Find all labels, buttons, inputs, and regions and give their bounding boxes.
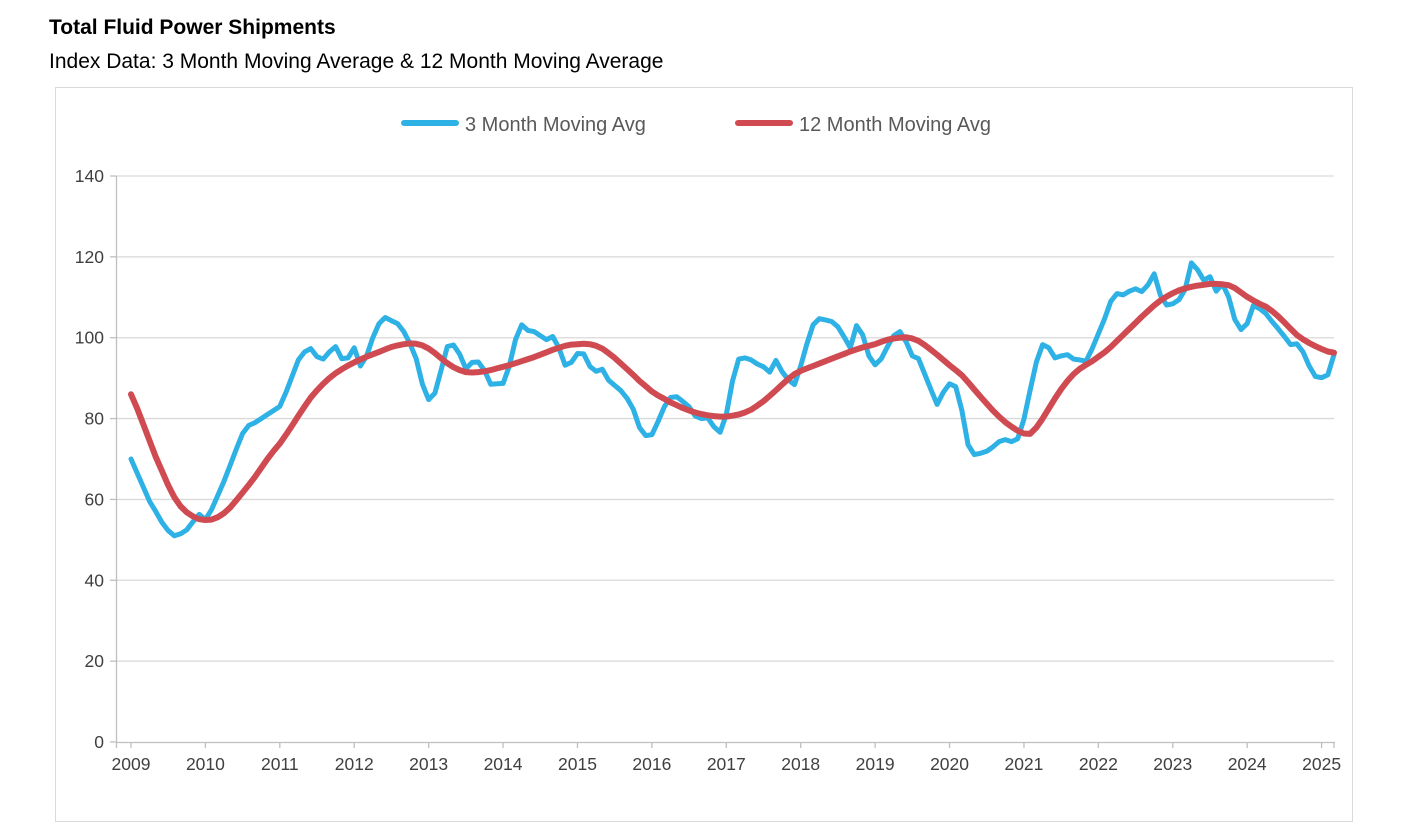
x-axis-label: 2014 <box>484 754 523 774</box>
page-title: Total Fluid Power Shipments <box>49 16 336 39</box>
x-axis-label: 2024 <box>1228 754 1267 774</box>
x-axis-label: 2012 <box>335 754 374 774</box>
y-axis-label: 40 <box>85 570 105 590</box>
x-axis-label: 2020 <box>930 754 969 774</box>
page-subtitle: Index Data: 3 Month Moving Average & 12 … <box>49 50 664 73</box>
x-axis-label: 2018 <box>781 754 820 774</box>
x-axis-label: 2019 <box>856 754 895 774</box>
x-axis-label: 2023 <box>1153 754 1192 774</box>
y-axis-label: 80 <box>85 409 105 429</box>
legend-swatch-12mma <box>735 120 793 126</box>
legend-swatch-3mma <box>401 120 459 126</box>
y-axis-label: 60 <box>85 489 105 509</box>
series-3-month-line <box>128 260 1337 539</box>
legend-item-3mma-label: 3 Month Moving Avg <box>465 114 646 136</box>
y-axis-label: 20 <box>85 651 105 671</box>
series-12-month-line <box>128 280 1337 523</box>
x-axis-label: 2011 <box>261 754 299 774</box>
x-axis-label: 2016 <box>632 754 671 774</box>
x-axis-label: 2021 <box>1004 754 1043 774</box>
y-axis-label: 120 <box>75 247 104 267</box>
x-axis-label: 2022 <box>1079 754 1118 774</box>
x-axis-label: 2009 <box>112 754 151 774</box>
y-axis-label: 100 <box>75 328 104 348</box>
y-axis-label: 140 <box>75 166 104 186</box>
legend-item-12mma-label: 12 Month Moving Avg <box>799 114 991 136</box>
y-axis-label: 0 <box>94 732 104 752</box>
x-axis-label: 2017 <box>707 754 746 774</box>
chart-area: 0 20 40 60 80 100 120 140 2009 2010 2011 2012 2013 20… <box>55 87 1353 822</box>
x-axis-label: 2025 <box>1302 754 1341 774</box>
x-axis-label: 2010 <box>186 754 225 774</box>
line-chart: 0 20 40 60 80 100 120 140 2009 2010 2011 2012 2013 20… <box>75 114 1341 774</box>
x-axis-label: 2013 <box>409 754 448 774</box>
x-axis-label: 2015 <box>558 754 597 774</box>
